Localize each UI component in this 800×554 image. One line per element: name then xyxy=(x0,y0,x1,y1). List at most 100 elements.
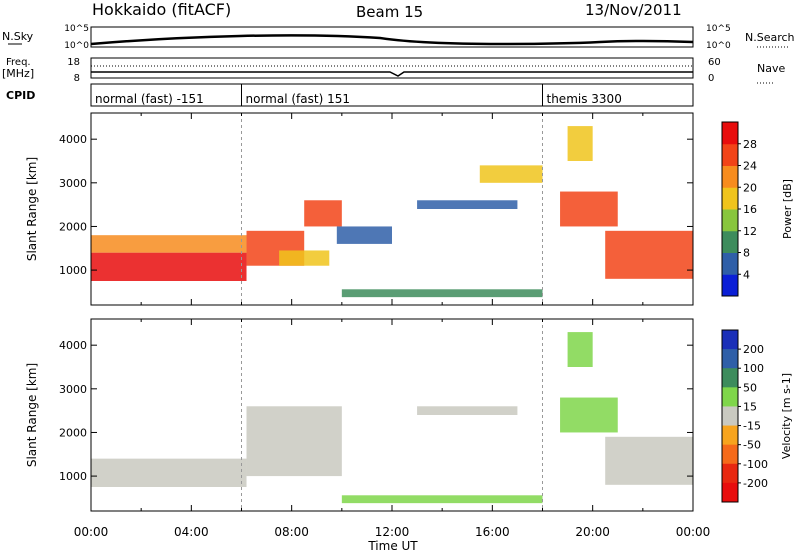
cpid-strip: normal (fast) -151 normal (fast) 151 themi… xyxy=(90,83,694,107)
data-region xyxy=(341,495,543,504)
colorbar-segment xyxy=(722,274,738,297)
cpid-frame xyxy=(90,83,694,107)
data-region xyxy=(336,226,392,244)
colorbar-tick-label: 100 xyxy=(743,362,764,375)
data-region xyxy=(567,126,593,161)
colorbar-tick-label: -200 xyxy=(743,477,768,490)
data-region xyxy=(417,200,518,209)
data-region xyxy=(417,406,518,415)
colorbar-segment xyxy=(722,252,738,275)
n-sky-tick-top: 10^5 xyxy=(64,24,89,34)
power-panel: 1000 2000 3000 4000 Slant Range [km] 4 8 12 16 20… xyxy=(25,112,794,306)
colorbar-segment xyxy=(722,330,738,350)
y-tick-label: 1000 xyxy=(59,470,87,483)
colorbar-segment xyxy=(722,165,738,188)
x-axis: 00:00 04:00 08:00 12:00 16:00 20:00 00:00 xyxy=(74,525,711,539)
colorbar-frame xyxy=(721,329,739,503)
x-tick-label: 12:00 xyxy=(375,525,410,539)
n-sky-tick-bottom: 10^0 xyxy=(64,41,89,51)
freq-tick-bottom: 8 xyxy=(74,73,80,84)
cpid-segment-label: themis 3300 xyxy=(547,92,622,106)
x-tick-label: 16:00 xyxy=(475,525,510,539)
y-tick-label: 4000 xyxy=(59,339,87,352)
nave-tick-bottom: 0 xyxy=(708,73,714,84)
data-region xyxy=(304,200,342,227)
data-region xyxy=(279,250,330,266)
x-tick-label: 04:00 xyxy=(174,525,209,539)
data-region xyxy=(479,165,543,183)
colorbar-tick-label: 20 xyxy=(743,181,757,194)
n-search-tick-bottom: 10^0 xyxy=(706,41,731,51)
y-tick-label: 4000 xyxy=(59,133,87,146)
colorbar-segment xyxy=(722,444,738,465)
colorbar-segment xyxy=(722,406,738,427)
freq-tick-top: 18 xyxy=(67,57,80,68)
data-region xyxy=(560,397,618,433)
colorbar-tick-label: 16 xyxy=(743,203,757,216)
data-region xyxy=(91,235,247,253)
colorbar-segment xyxy=(722,368,738,388)
data-region xyxy=(91,252,247,281)
n-search-tick-top: 10^5 xyxy=(706,24,731,34)
colorbar-segment xyxy=(722,122,738,145)
data-region xyxy=(605,230,693,279)
data-region xyxy=(560,191,618,227)
n-sky-label: N.Sky xyxy=(2,30,34,43)
nave-tick-top: 60 xyxy=(708,57,721,68)
y-axis-title: Slant Range [km] xyxy=(25,363,39,467)
cpid-segment-label: normal (fast) -151 xyxy=(95,92,204,106)
colorbar-segment xyxy=(722,230,738,253)
colorbar-title: Velocity [m s-1] xyxy=(780,373,793,459)
colorbar-segment xyxy=(722,463,738,484)
freq-strip xyxy=(90,57,694,79)
n-search-label: N.Search xyxy=(745,31,795,44)
date-title: 13/Nov/2011 xyxy=(585,1,682,19)
colorbar-tick-label: 200 xyxy=(743,343,764,356)
freq-label-line2: [MHz] xyxy=(2,67,34,80)
x-axis-title: Time UT xyxy=(367,539,418,553)
colorbar-tick-label: 15 xyxy=(743,400,757,413)
freq-trace xyxy=(91,71,693,77)
data-region xyxy=(567,332,593,367)
colorbar-tick-label: 8 xyxy=(743,247,750,260)
x-tick-label: 00:00 xyxy=(74,525,109,539)
n-sky-strip xyxy=(90,26,694,48)
y-tick-label: 3000 xyxy=(59,177,87,190)
y-tick-label: 3000 xyxy=(59,383,87,396)
colorbar-segment xyxy=(722,349,738,369)
colorbar-tick-label: 28 xyxy=(743,138,757,151)
colorbar-tick-label: -15 xyxy=(743,420,761,433)
data-region xyxy=(246,406,342,477)
y-tick-label: 2000 xyxy=(59,220,87,233)
y-tick-label: 1000 xyxy=(59,264,87,277)
colorbar-tick-label: 50 xyxy=(743,381,757,394)
y-tick-label: 2000 xyxy=(59,426,87,439)
n-sky-trace xyxy=(90,34,694,46)
colorbar-segment xyxy=(722,482,738,503)
cpid-label: CPID xyxy=(6,89,35,102)
colorbar-segment xyxy=(722,425,738,446)
data-region xyxy=(341,289,543,298)
x-tick-label: 08:00 xyxy=(274,525,309,539)
colorbar-tick-label: -100 xyxy=(743,458,768,471)
colorbar-tick-label: 24 xyxy=(743,160,757,173)
station-title: Hokkaido (fitACF) xyxy=(92,0,231,19)
freq-label-line1: Freq. xyxy=(6,57,31,68)
beam-title: Beam 15 xyxy=(356,3,423,21)
data-region xyxy=(91,458,247,487)
x-tick-label: 00:00 xyxy=(676,525,711,539)
colorbar-segment xyxy=(722,187,738,210)
colorbar-tick-label: -50 xyxy=(743,439,761,452)
colorbar-segment xyxy=(722,387,738,407)
colorbar-title: Power [dB] xyxy=(781,179,794,239)
cpid-segment-label: normal (fast) 151 xyxy=(246,92,350,106)
velocity-panel: 1000 2000 3000 4000 Slant Range [km] 200 100 50… xyxy=(25,318,793,512)
data-region xyxy=(605,436,693,485)
x-tick-label: 20:00 xyxy=(575,525,610,539)
nave-label: Nave xyxy=(757,62,785,75)
colorbar-segment xyxy=(722,143,738,166)
y-axis-title: Slant Range [km] xyxy=(25,157,39,261)
colorbar-segment xyxy=(722,209,738,232)
colorbar-tick-label: 12 xyxy=(743,225,757,238)
